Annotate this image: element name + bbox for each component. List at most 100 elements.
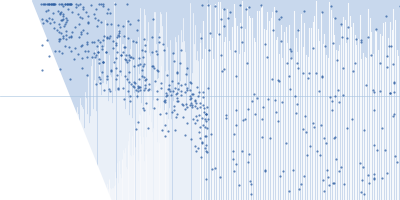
Point xyxy=(39,18,45,21)
Point xyxy=(49,2,56,6)
Point xyxy=(74,12,81,15)
Point xyxy=(143,77,150,81)
Point xyxy=(251,92,257,95)
Point xyxy=(318,75,325,79)
Point xyxy=(121,35,128,38)
Point xyxy=(159,128,165,131)
Point xyxy=(265,97,272,100)
Point xyxy=(356,161,363,164)
Point xyxy=(301,174,307,178)
Point xyxy=(328,109,335,112)
Point xyxy=(332,136,338,139)
Point xyxy=(187,97,194,100)
Point xyxy=(162,112,169,115)
Point xyxy=(274,78,281,81)
Point xyxy=(193,85,200,89)
Point xyxy=(52,50,58,53)
Point xyxy=(370,89,376,92)
Point xyxy=(64,2,70,6)
Point xyxy=(133,40,139,44)
Point xyxy=(204,106,211,109)
Point xyxy=(238,25,244,29)
Point xyxy=(134,19,141,22)
Point xyxy=(41,2,48,6)
Point xyxy=(58,19,65,22)
Point xyxy=(131,85,138,88)
Point xyxy=(122,45,128,48)
Point xyxy=(149,65,156,68)
Point xyxy=(141,37,147,41)
Point xyxy=(46,2,52,6)
Point xyxy=(113,67,119,70)
Point xyxy=(115,88,121,91)
Point xyxy=(340,66,346,69)
Point xyxy=(56,37,62,41)
Point xyxy=(184,105,190,108)
Point xyxy=(114,23,121,26)
Point xyxy=(286,190,292,193)
Point xyxy=(175,81,181,84)
Point xyxy=(60,5,66,8)
Point xyxy=(260,105,266,108)
Point xyxy=(136,57,142,60)
Point xyxy=(130,39,136,43)
Point xyxy=(60,14,67,17)
Point xyxy=(198,156,204,159)
Point xyxy=(318,124,324,127)
Point xyxy=(225,16,231,20)
Point xyxy=(334,58,340,62)
Point xyxy=(192,99,198,102)
Point xyxy=(162,123,168,126)
Point xyxy=(156,35,162,38)
Point xyxy=(95,50,101,53)
Point xyxy=(100,2,106,6)
Point xyxy=(319,75,325,78)
Point xyxy=(195,94,201,98)
Point xyxy=(79,17,86,20)
Point xyxy=(233,124,240,127)
Point xyxy=(84,21,91,24)
Point xyxy=(104,77,110,80)
Point xyxy=(95,38,101,41)
Point xyxy=(171,104,178,107)
Point xyxy=(307,145,313,148)
Point xyxy=(60,36,66,39)
Point xyxy=(290,168,296,172)
Point xyxy=(174,71,180,74)
Point xyxy=(202,135,208,138)
Point xyxy=(95,18,102,22)
Point xyxy=(209,167,215,170)
Point xyxy=(80,28,86,32)
Point xyxy=(64,2,71,6)
Point xyxy=(162,91,169,95)
Point xyxy=(141,63,147,66)
Point xyxy=(203,178,209,181)
Point xyxy=(179,102,186,105)
Point xyxy=(62,34,69,37)
Point xyxy=(223,113,230,116)
Point xyxy=(199,141,205,144)
Point xyxy=(131,81,137,84)
Point xyxy=(132,81,138,85)
Point xyxy=(58,2,65,6)
Point xyxy=(205,86,212,90)
Point xyxy=(80,7,86,10)
Point xyxy=(330,42,336,45)
Point xyxy=(321,189,327,193)
Point xyxy=(317,153,324,156)
Point xyxy=(200,95,206,98)
Point xyxy=(141,76,147,79)
Point xyxy=(156,40,162,44)
Point xyxy=(166,87,172,91)
Point xyxy=(192,100,199,103)
Point xyxy=(135,86,142,89)
Point xyxy=(242,7,249,10)
Point xyxy=(121,74,128,77)
Point xyxy=(50,12,56,15)
Point xyxy=(132,127,139,131)
Point xyxy=(310,121,317,125)
Point xyxy=(187,103,193,106)
Point xyxy=(162,99,168,102)
Point xyxy=(116,70,123,73)
Point xyxy=(75,35,82,39)
